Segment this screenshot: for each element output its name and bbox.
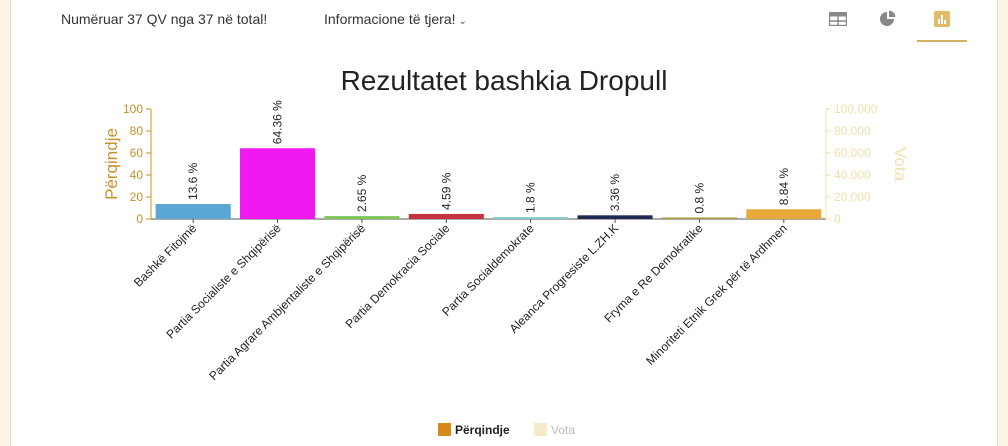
chart-title: Rezultatet bashkia Dropull xyxy=(341,65,668,96)
left-axis-tick-label: 60 xyxy=(130,146,144,160)
more-info-label: Informacione të tjera! xyxy=(324,11,456,27)
right-axis-tick-label: 0 xyxy=(834,212,841,226)
legend: Përqindje Vota xyxy=(438,423,575,437)
chevron-down-icon: ⌄ xyxy=(458,16,467,27)
bar xyxy=(493,217,569,219)
bar-data-label: 64.36 % xyxy=(271,100,285,144)
bars: 13.6 % 64.36 % 2.65 % 4.59 % 1.8 % 3.36 % 0.8 … xyxy=(155,100,822,219)
left-axis-tick-label: 80 xyxy=(130,124,144,138)
x-axis-category-label: Minoriteti Etnik Grek për të Ardhmen xyxy=(643,221,790,368)
left-axis-tick-label: 0 xyxy=(136,212,143,226)
bar xyxy=(408,213,484,219)
legend-item-label: Vota xyxy=(551,423,575,437)
bar xyxy=(240,148,316,219)
right-axis: 0 20,000 40,000 60,000 80,000 100,000 Vota xyxy=(825,102,910,226)
left-axis-tick-label: 100 xyxy=(123,102,143,116)
legend-item-label: Përqindje xyxy=(455,423,510,437)
x-axis-category-label: Partia Socialdemokrate xyxy=(439,221,537,319)
legend-swatch xyxy=(534,423,547,436)
bar xyxy=(661,217,737,219)
bar-data-label: 0.8 % xyxy=(692,182,706,213)
table-view-button[interactable] xyxy=(821,6,855,32)
bar xyxy=(577,215,653,219)
top-bar: Numëruar 37 QV nga 37 në total! Informac… xyxy=(11,0,997,42)
right-axis-tick-label: 80,000 xyxy=(834,124,871,138)
counted-stations-text: Numëruar 37 QV nga 37 në total! xyxy=(61,11,268,27)
bar-data-label: 2.65 % xyxy=(355,174,369,212)
bar-view-button[interactable] xyxy=(917,6,967,42)
x-axis-category-label: Partia Agrare Ambjentaliste e Shqipërisë xyxy=(206,221,368,383)
left-axis-title: Përqindje xyxy=(102,128,121,200)
bar-data-label: 8.84 % xyxy=(777,168,791,206)
left-axis-tick-label: 20 xyxy=(130,190,144,204)
bar xyxy=(155,204,231,219)
more-info-dropdown[interactable]: Informacione të tjera! ⌄ xyxy=(324,11,467,27)
x-axis-category-label: Bashkë Fitojmë xyxy=(131,221,200,290)
bar-data-label: 13.6 % xyxy=(186,162,200,200)
left-axis-tick-label: 40 xyxy=(130,168,144,182)
bar-data-label: 4.59 % xyxy=(439,172,453,210)
right-axis-tick-label: 20,000 xyxy=(834,190,871,204)
right-axis-title: Vota xyxy=(891,147,910,182)
pie-chart-icon xyxy=(880,10,896,26)
bar-data-label: 1.8 % xyxy=(524,182,538,213)
results-card: Numëruar 37 QV nga 37 në total! Informac… xyxy=(10,0,998,446)
bar-data-label: 3.36 % xyxy=(608,174,622,212)
right-axis-tick-label: 100,000 xyxy=(834,102,878,116)
bar xyxy=(746,209,822,219)
bar-chart-icon xyxy=(934,11,950,27)
bar xyxy=(324,216,400,219)
right-axis-tick-label: 60,000 xyxy=(834,146,871,160)
legend-swatch xyxy=(438,423,451,436)
pie-view-button[interactable] xyxy=(871,6,905,32)
table-icon xyxy=(829,12,847,26)
right-axis-tick-label: 40,000 xyxy=(834,168,871,182)
bar-chart: Rezultatet bashkia Dropull 020406080100P… xyxy=(102,65,910,437)
